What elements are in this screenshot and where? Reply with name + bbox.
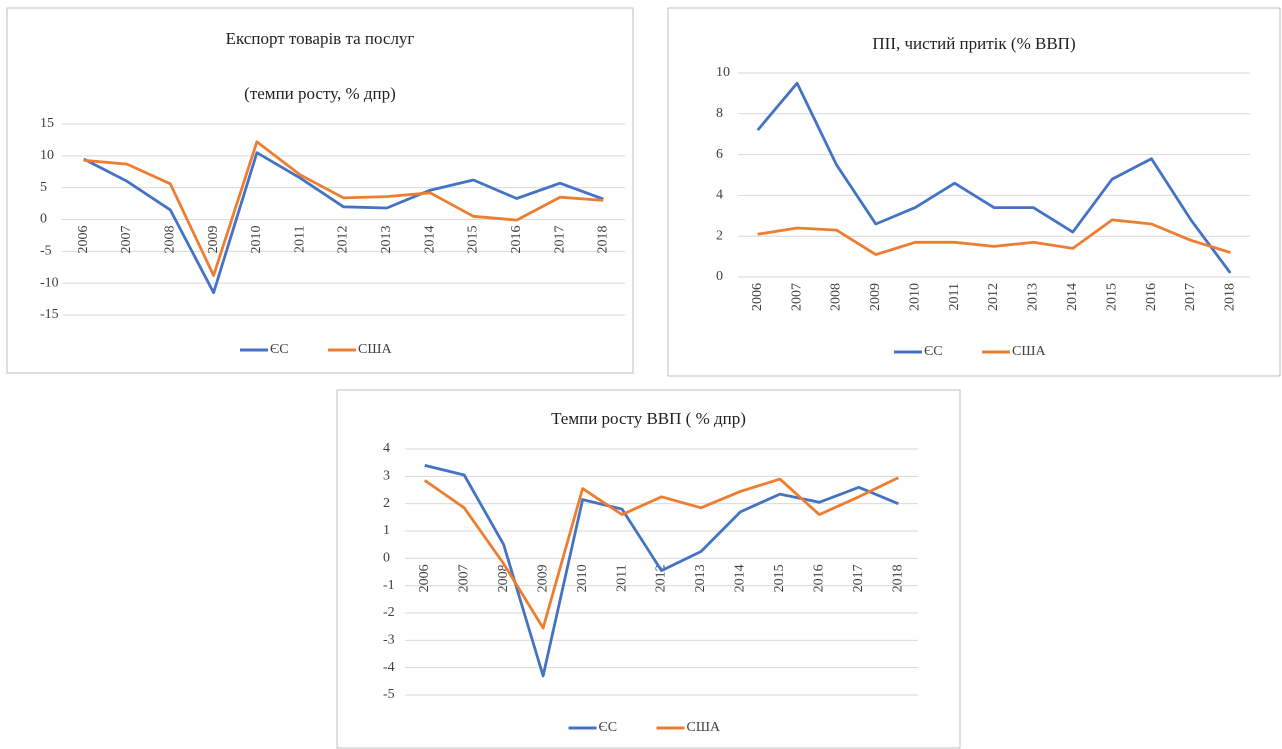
- legend-label: США: [358, 342, 392, 357]
- x-tick-label: 2018: [596, 226, 611, 254]
- legend-label: ЄС: [599, 720, 618, 735]
- y-tick-label: -15: [40, 307, 59, 322]
- x-tick-label: 2013: [1026, 283, 1041, 311]
- x-tick-label: 2014: [733, 564, 748, 592]
- y-tick-label: 15: [40, 116, 54, 131]
- legend-label: ЄС: [270, 342, 289, 357]
- y-tick-label: 5: [40, 180, 47, 195]
- x-tick-label: 2011: [614, 564, 629, 591]
- y-tick-label: 10: [716, 65, 730, 80]
- x-tick-label: 2006: [76, 226, 91, 254]
- x-tick-label: 2008: [829, 283, 844, 311]
- legend-item: США: [328, 342, 392, 357]
- chart-title: ПІІ, чистий притік (% ВВП): [872, 34, 1075, 53]
- x-tick-label: 2013: [379, 226, 394, 254]
- series-line: [83, 140, 604, 277]
- y-tick-label: 1: [383, 523, 390, 538]
- x-tick-label: 2017: [1183, 283, 1198, 311]
- y-tick-label: -4: [383, 660, 395, 675]
- series-line: [757, 218, 1231, 256]
- series-line: [423, 476, 899, 630]
- y-tick-label: 0: [383, 551, 390, 566]
- x-tick-label: 2006: [417, 564, 432, 592]
- legend-item: ЄС: [894, 344, 943, 359]
- x-tick-label: 2012: [336, 226, 351, 254]
- x-tick-label: 2016: [1144, 283, 1159, 311]
- y-tick-label: 10: [40, 148, 54, 163]
- x-tick-label: 2010: [907, 283, 922, 311]
- series-line: [424, 464, 899, 678]
- y-tick-label: 4: [716, 188, 723, 203]
- y-tick-label: 8: [716, 106, 723, 121]
- legend-item: ЄС: [568, 720, 618, 735]
- x-tick-label: 2008: [162, 226, 177, 254]
- x-tick-label: 2018: [890, 564, 905, 592]
- x-tick-label: 2007: [789, 283, 804, 311]
- x-tick-label: 2015: [772, 564, 787, 592]
- x-tick-label: 2018: [1223, 283, 1238, 311]
- y-tick-label: 6: [716, 147, 723, 162]
- x-tick-label: 2006: [750, 283, 765, 311]
- x-tick-label: 2017: [851, 564, 866, 592]
- x-tick-label: 2013: [693, 564, 708, 592]
- x-tick-label: 2008: [496, 564, 511, 592]
- y-tick-label: 3: [383, 469, 390, 484]
- x-tick-label: 2017: [552, 226, 567, 254]
- x-tick-label: 2009: [206, 226, 221, 254]
- chart-title: Експорт товарів та послуг: [226, 29, 415, 48]
- chart-title: Темпи росту ВВП ( % дпр): [551, 409, 746, 428]
- legend-label: США: [687, 720, 721, 735]
- legend-label: ЄС: [924, 344, 943, 359]
- legend-label: США: [1012, 344, 1046, 359]
- y-tick-label: -3: [383, 633, 395, 648]
- x-tick-label: 2014: [422, 226, 437, 254]
- x-tick-label: 2015: [466, 226, 481, 254]
- x-tick-label: 2015: [1104, 283, 1119, 311]
- x-tick-label: 2009: [535, 564, 550, 592]
- legend-item: ЄС: [240, 342, 289, 357]
- chart-subtitle: (темпи росту, % дпр): [244, 84, 396, 103]
- y-tick-label: 2: [716, 228, 723, 243]
- x-tick-label: 2014: [1065, 283, 1080, 311]
- series-line: [756, 81, 1232, 274]
- x-tick-label: 2010: [249, 226, 264, 254]
- y-tick-label: -5: [383, 687, 395, 702]
- y-tick-label: 0: [40, 212, 47, 227]
- x-tick-label: 2011: [947, 283, 962, 310]
- x-tick-label: 2016: [509, 226, 524, 254]
- y-tick-label: 4: [383, 441, 390, 456]
- y-tick-label: 0: [716, 269, 723, 284]
- y-tick-label: -5: [40, 244, 52, 259]
- legend-item: США: [656, 720, 721, 735]
- series-line: [83, 151, 604, 295]
- x-tick-label: 2010: [575, 564, 590, 592]
- x-tick-label: 2007: [119, 226, 134, 254]
- chart-frame: [336, 389, 961, 749]
- y-tick-label: -10: [40, 275, 59, 290]
- x-tick-label: 2016: [812, 564, 827, 592]
- legend-item: США: [982, 344, 1046, 359]
- chart-frame: [667, 7, 1281, 377]
- y-tick-label: 2: [383, 496, 390, 511]
- x-tick-label: 2009: [868, 283, 883, 311]
- y-tick-label: -1: [383, 578, 395, 593]
- x-tick-label: 2007: [456, 564, 471, 592]
- y-tick-label: -2: [383, 605, 395, 620]
- x-tick-label: 2011: [292, 226, 307, 253]
- x-tick-label: 2012: [986, 283, 1001, 311]
- x-tick-label: 2012: [654, 564, 669, 592]
